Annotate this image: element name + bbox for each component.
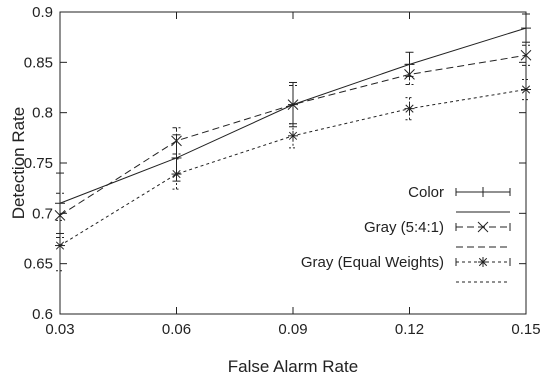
data-point-stroke <box>287 99 299 110</box>
series-line <box>59 54 527 216</box>
legend-marker <box>478 187 488 197</box>
y-tick-label: 0.85 <box>24 54 53 71</box>
axis-ticks: 0.03 0.06 0.09 0.12 0.15 0.6 0.65 0.7 0.75 0.8 0.8… <box>24 4 541 338</box>
y-tick-label: 0.8 <box>32 105 53 122</box>
y-tick-label: 0.7 <box>32 205 53 222</box>
data-point <box>520 49 532 61</box>
data-point-stroke <box>54 209 66 221</box>
legend-marker <box>478 257 488 267</box>
error-bar <box>522 44 530 66</box>
data-point-stroke <box>172 169 181 179</box>
y-tick-label: 0.75 <box>24 155 53 172</box>
data-point-stroke <box>288 131 298 140</box>
legend: Color Gray (5:4:1) Gray (Equal Weights) <box>301 184 511 283</box>
x-tick-label: 0.06 <box>162 321 191 338</box>
legend-marker-stroke <box>477 221 489 233</box>
series-1 <box>54 44 532 238</box>
x-axis-title: False Alarm Rate <box>228 357 358 376</box>
data-point <box>404 69 415 80</box>
data-point <box>54 209 66 221</box>
data-point <box>404 103 415 114</box>
data-point-stroke <box>520 49 532 61</box>
error-bar <box>405 97 414 121</box>
plot-frame <box>59 11 527 315</box>
legend-label: Gray (Equal Weights) <box>301 254 444 271</box>
x-tick-label: 0.03 <box>45 321 74 338</box>
data-point-stroke <box>404 69 415 80</box>
x-tick-label: 0.15 <box>511 321 540 338</box>
error-bar <box>522 78 530 101</box>
data-point <box>287 99 299 110</box>
data-point-stroke <box>55 241 65 250</box>
data-point-stroke <box>405 104 414 113</box>
data-point-stroke <box>521 85 531 94</box>
y-tick-label: 0.6 <box>32 306 53 323</box>
legend-label: Color <box>408 184 444 201</box>
data-point <box>55 240 65 251</box>
x-tick-label: 0.12 <box>395 321 424 338</box>
error-bar <box>172 158 181 190</box>
x-tick-label: 0.09 <box>278 321 307 338</box>
data-point <box>171 169 182 180</box>
data-point <box>171 135 182 147</box>
y-tick-label: 0.9 <box>32 4 53 21</box>
error-bar <box>405 63 414 85</box>
series-layer <box>54 13 532 272</box>
data-point <box>521 84 531 95</box>
legend-label: Gray (5:4:1) <box>364 219 444 236</box>
series-2 <box>55 78 531 272</box>
data-point <box>521 23 531 34</box>
y-axis-title: Detection Rate <box>9 107 28 219</box>
legend-marker <box>477 221 489 233</box>
y-tick-label: 0.65 <box>24 256 53 273</box>
data-point <box>171 152 182 163</box>
data-point-stroke <box>171 135 182 147</box>
data-point <box>288 130 298 141</box>
legend-marker-stroke <box>478 257 488 267</box>
